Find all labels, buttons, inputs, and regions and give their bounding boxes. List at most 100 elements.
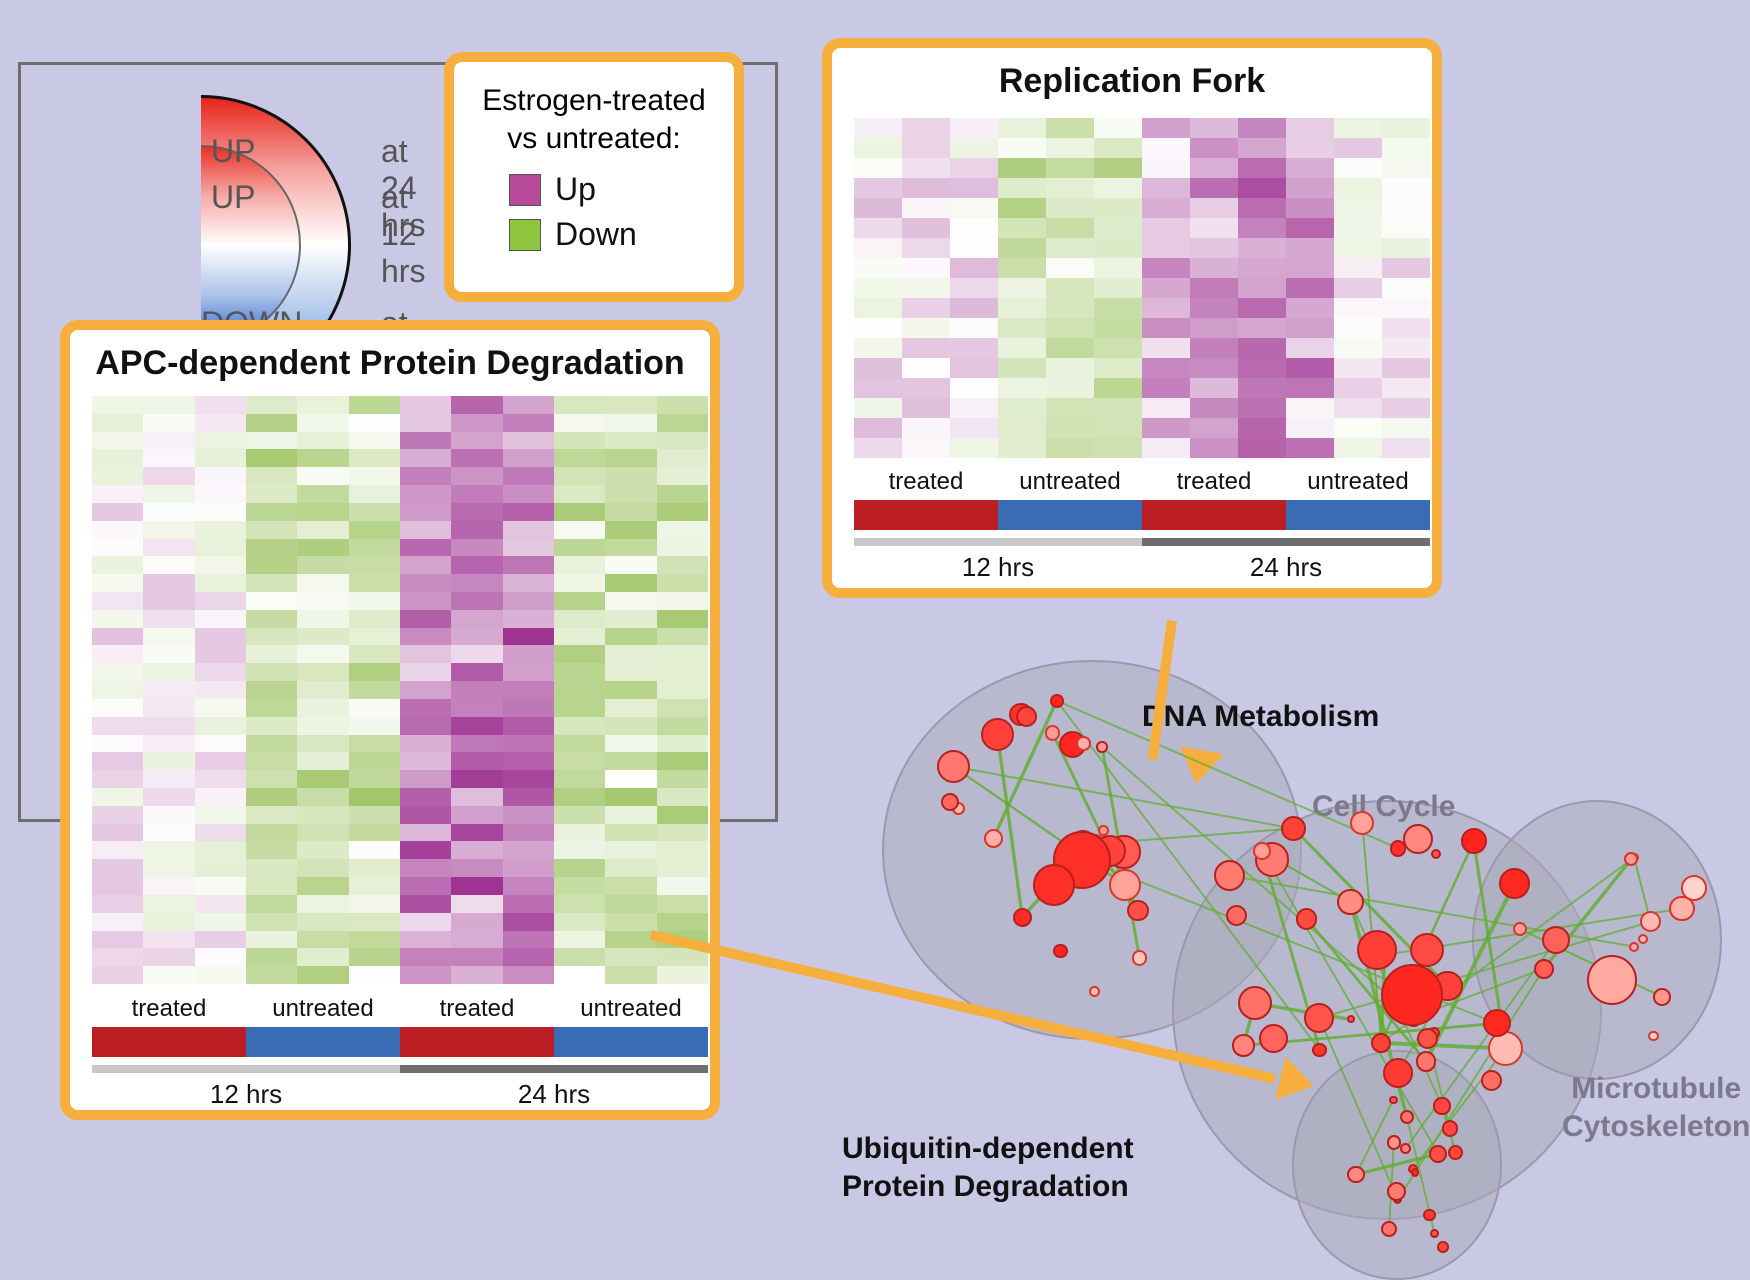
network-node	[1429, 1145, 1447, 1163]
heatmap-cell	[605, 735, 656, 753]
heatmap-cell	[503, 966, 554, 984]
heatmap-cell	[246, 681, 297, 699]
repfork-time-strip-24	[1142, 538, 1430, 546]
heatmap-cell	[1190, 378, 1238, 398]
replication-fork-panel: Replication Fork treated untreated treat…	[822, 38, 1442, 598]
heatmap-cell	[657, 699, 708, 717]
heatmap-cell	[1094, 438, 1142, 458]
heatmap-cell	[554, 574, 605, 592]
heatmap-cell	[1190, 278, 1238, 298]
heatmap-cell	[950, 418, 998, 438]
heatmap-cell	[92, 931, 143, 949]
network-node	[1096, 741, 1108, 753]
heatmap-cell	[92, 717, 143, 735]
heatmap-cell	[246, 859, 297, 877]
heatmap-cell	[451, 913, 502, 931]
heatmap-cell	[246, 717, 297, 735]
heatmap-cell	[605, 592, 656, 610]
network-node	[1417, 1028, 1438, 1049]
heatmap-cell	[349, 467, 400, 485]
heatmap-cell	[1382, 238, 1430, 258]
apc-degradation-groups: treated untreated treated untreated 12 h…	[92, 995, 708, 1110]
heatmap-cell	[854, 178, 902, 198]
heatmap-cell	[297, 717, 348, 735]
heatmap-cell	[297, 503, 348, 521]
heatmap-cell	[605, 556, 656, 574]
heatmap-cell	[246, 432, 297, 450]
replication-fork-heatmap	[854, 118, 1430, 458]
heatmap-cell	[1382, 198, 1430, 218]
network-node	[1416, 1051, 1436, 1071]
heatmap-cell	[554, 432, 605, 450]
heatmap-cell	[400, 770, 451, 788]
network-node	[1431, 849, 1441, 859]
network-node	[1534, 959, 1554, 979]
heatmap-cell	[349, 663, 400, 681]
heatmap-cell	[554, 396, 605, 414]
heatmap-cell	[1334, 218, 1382, 238]
heatmap-cell	[1190, 238, 1238, 258]
heatmap-cell	[195, 699, 246, 717]
heatmap-cell	[349, 877, 400, 895]
heatmap-cell	[854, 298, 902, 318]
heatmap-cell	[246, 841, 297, 859]
heatmap-cell	[451, 895, 502, 913]
heatmap-cell	[1190, 118, 1238, 138]
heatmap-cell	[657, 663, 708, 681]
heatmap-cell	[854, 138, 902, 158]
heatmap-cell	[1142, 318, 1190, 338]
heatmap-cell	[297, 574, 348, 592]
heatmap-cell	[902, 198, 950, 218]
heatmap-cell	[657, 556, 708, 574]
heatmap-cell	[554, 663, 605, 681]
network-node	[1411, 1168, 1419, 1176]
heatmap-cell	[503, 948, 554, 966]
heatmap-cell	[92, 521, 143, 539]
heatmap-cell	[902, 158, 950, 178]
heatmap-cell	[503, 913, 554, 931]
heatmap-cell	[1382, 138, 1430, 158]
heatmap-cell	[1094, 338, 1142, 358]
heatmap-cell	[1142, 238, 1190, 258]
heatmap-cell	[92, 966, 143, 984]
network-node	[1089, 986, 1100, 997]
heatmap-cell	[950, 398, 998, 418]
heatmap-cell	[451, 503, 502, 521]
heatmap-cell	[349, 432, 400, 450]
heatmap-cell	[605, 539, 656, 557]
heatmap-cell	[400, 877, 451, 895]
heatmap-cell	[400, 521, 451, 539]
network-node	[941, 793, 959, 811]
heatmap-cell	[554, 752, 605, 770]
heatmap-cell	[554, 788, 605, 806]
heatmap-cell	[902, 278, 950, 298]
heatmap-cell	[1142, 378, 1190, 398]
heatmap-cell	[143, 788, 194, 806]
heatmap-cell	[1190, 138, 1238, 158]
heatmap-cell	[349, 788, 400, 806]
network-node	[1259, 1024, 1288, 1053]
heatmap-cell	[1046, 318, 1094, 338]
heatmap-cell	[1382, 438, 1430, 458]
heatmap-cell	[605, 503, 656, 521]
heatmap-cell	[400, 895, 451, 913]
heatmap-cell	[554, 467, 605, 485]
heatmap-cell	[143, 539, 194, 557]
heatmap-cell	[246, 877, 297, 895]
network-node	[1423, 1209, 1435, 1221]
heatmap-cell	[854, 158, 902, 178]
heatmap-cell	[503, 824, 554, 842]
heatmap-cell	[605, 788, 656, 806]
heatmap-cell	[195, 414, 246, 432]
heatmap-cell	[998, 198, 1046, 218]
heatmap-cell	[998, 338, 1046, 358]
heatmap-cell	[143, 966, 194, 984]
heatmap-cell	[657, 574, 708, 592]
network-node	[1076, 736, 1091, 751]
heatmap-cell	[1142, 138, 1190, 158]
heatmap-cell	[1142, 358, 1190, 378]
network-node	[1437, 1241, 1449, 1253]
heatmap-cell	[854, 418, 902, 438]
heatmap-cell	[1190, 438, 1238, 458]
heatmap-cell	[451, 556, 502, 574]
